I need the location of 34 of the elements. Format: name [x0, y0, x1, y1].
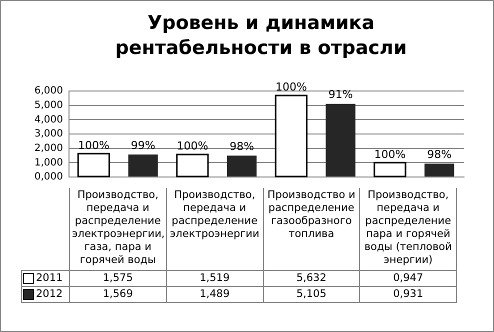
bar	[326, 104, 356, 176]
annotation: 100%	[78, 138, 110, 152]
chart-title: Уровень и динамика рентабельности в отрасли	[114, 11, 408, 61]
x-tick-label: Производство, передача и распределение электроэнергии, газа, пара и горячей воды	[70, 188, 166, 270]
annotation: 91%	[328, 88, 353, 102]
data-label: 5,632	[263, 270, 360, 286]
data-label: 1,575	[70, 270, 166, 286]
data-label: 0,931	[360, 286, 456, 302]
y-tick-label: 0,000	[34, 172, 63, 183]
x-tick-label: Производство, передача и распределение электроэнергии	[166, 188, 263, 270]
annotation: 100%	[374, 148, 406, 161]
bar	[128, 154, 158, 176]
y-tick-label: 4,000	[34, 114, 63, 126]
data-label: 0,947	[360, 270, 456, 286]
annotation: 100%	[176, 140, 208, 153]
annotation: 99%	[130, 138, 156, 152]
y-tick-label: 5,000	[34, 100, 63, 111]
y-tick-label: 3,000	[34, 128, 63, 140]
data-label: 1,569	[70, 286, 166, 302]
legend-label: 2011	[22, 270, 70, 286]
bar	[227, 156, 257, 176]
data-label: 1,489	[166, 286, 263, 302]
y-tick-label: 2,000	[34, 142, 63, 154]
legend-label: 2012	[22, 286, 70, 302]
x-tick-label: Производство и распределение газообразного топлива	[263, 188, 360, 270]
bar	[424, 164, 454, 176]
y-tick-label: 6,000	[34, 86, 63, 97]
y-tick-label: 1,000	[34, 157, 63, 168]
annotation: 98%	[230, 140, 254, 154]
data-label: 5,105	[263, 286, 360, 302]
data-label: 1,519	[166, 270, 263, 286]
x-tick-label: Производство, передача и распределение пара и горячей воды (тепловой энергии)	[360, 188, 456, 270]
annotation: 100%	[275, 80, 307, 94]
annotation: 98%	[427, 148, 452, 162]
